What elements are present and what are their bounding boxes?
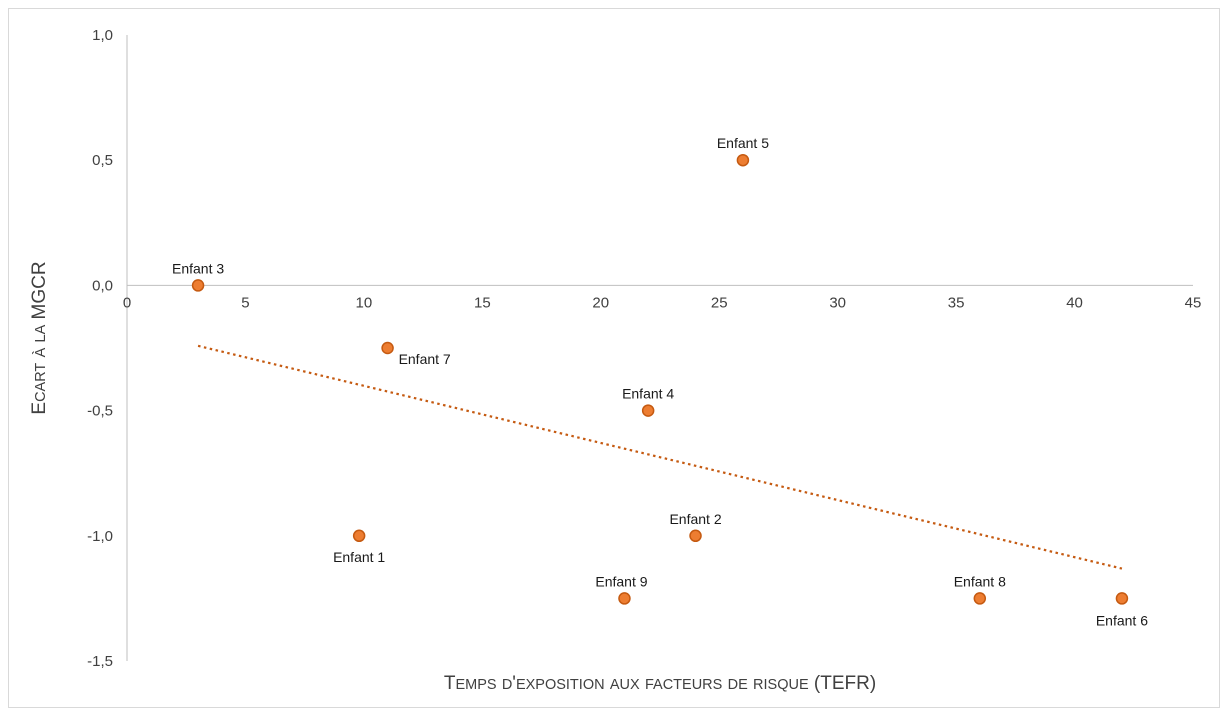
x-tick-labels: 0 5 10 15 20 25 30 35 40 45 [123, 294, 1202, 311]
y-tick-label: -1,0 [87, 528, 113, 545]
axes [126, 35, 1193, 661]
data-point [736, 153, 750, 167]
chart-frame: 0 5 10 15 20 25 30 35 40 45 1,0 0,5 0,0 -0,5 -1,0 -1,5… [8, 8, 1220, 708]
data-point [641, 404, 655, 417]
x-tick-label: 45 [1185, 294, 1202, 311]
y-tick-label: 0,5 [92, 152, 113, 169]
point-label: Enfant 4 [622, 386, 674, 402]
y-tick-label: -1,5 [87, 653, 113, 670]
data-point [618, 592, 631, 605]
point-label: Enfant 5 [717, 135, 769, 151]
data-point [689, 529, 702, 543]
point-label: Enfant 7 [399, 351, 451, 367]
y-tick-label: 1,0 [92, 27, 113, 44]
x-tick-label: 5 [241, 294, 249, 311]
x-axis-title: TEMPS D'EXPOSITION AUX FACTEURS DE RISQU… [444, 673, 876, 694]
data-point [381, 341, 394, 355]
x-tick-label: 35 [948, 294, 965, 311]
x-tick-label: 10 [356, 294, 373, 311]
y-tick-label: -0,5 [87, 403, 113, 420]
point-label: Enfant 9 [595, 573, 647, 589]
point-label: Enfant 3 [172, 260, 224, 276]
x-tick-label: 15 [474, 294, 491, 311]
x-tick-label: 30 [829, 294, 846, 311]
data-points [191, 153, 1129, 605]
point-label: Enfant 1 [333, 549, 385, 565]
point-labels: Enfant 1 Enfant 2 Enfant 3 Enfant 4 Enfant 5… [172, 135, 1148, 628]
x-tick-label: 20 [592, 294, 609, 311]
data-point [1115, 592, 1129, 605]
y-tick-label: 0,0 [92, 277, 113, 294]
y-axis-title: ECART À LA MGCR [29, 261, 50, 414]
data-point [973, 592, 987, 605]
scatter-chart: 0 5 10 15 20 25 30 35 40 45 1,0 0,5 0,0 -0,5 -1,0 -1,5… [29, 27, 1202, 694]
point-label: Enfant 6 [1096, 612, 1148, 628]
data-point [352, 529, 366, 543]
x-tick-label: 0 [123, 294, 131, 311]
data-point [191, 279, 205, 292]
point-label: Enfant 2 [669, 511, 721, 527]
x-tick-label: 25 [711, 294, 728, 311]
point-label: Enfant 8 [954, 573, 1006, 589]
trendline [197, 344, 1123, 570]
y-tick-labels: 1,0 0,5 0,0 -0,5 -1,0 -1,5 [87, 27, 113, 670]
x-tick-label: 40 [1066, 294, 1083, 311]
